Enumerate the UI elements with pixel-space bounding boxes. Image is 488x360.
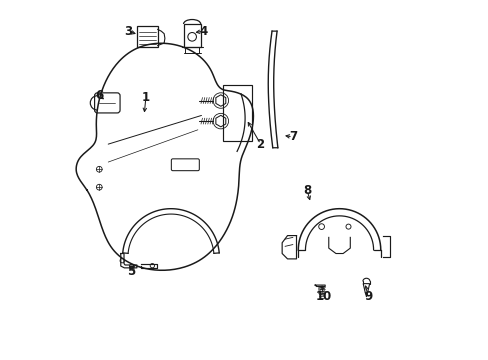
Text: 1: 1 <box>142 91 150 104</box>
Text: 9: 9 <box>364 290 371 303</box>
Text: 4: 4 <box>199 25 207 38</box>
Text: 5: 5 <box>127 265 135 278</box>
Text: 3: 3 <box>123 25 132 38</box>
Text: 10: 10 <box>315 290 331 303</box>
Text: 6: 6 <box>95 89 103 102</box>
Text: 2: 2 <box>256 138 264 150</box>
Text: 8: 8 <box>303 184 311 197</box>
Text: 7: 7 <box>288 130 296 144</box>
